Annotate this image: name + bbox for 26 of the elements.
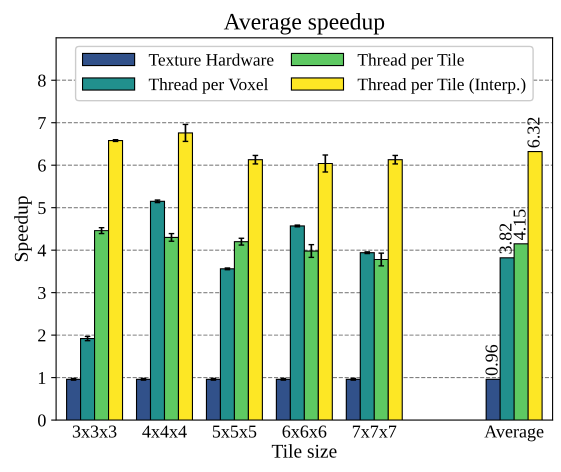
y-tick-label: 3 bbox=[38, 286, 46, 300]
y-tick-label: 4 bbox=[38, 244, 46, 256]
x-tick-label: 5x5x5 bbox=[212, 426, 256, 438]
data-label: 0.96 bbox=[485, 344, 498, 376]
legend-label: Texture Hardware bbox=[148, 53, 274, 66]
x-tick-label: 4x4x4 bbox=[142, 426, 187, 438]
y-tick-label: 0 bbox=[38, 414, 46, 427]
data-label: 6.32 bbox=[527, 118, 540, 148]
x-axis-title: Tile size bbox=[272, 444, 337, 458]
data-label: 3.82 bbox=[499, 224, 512, 254]
y-tick-label: 5 bbox=[38, 202, 46, 214]
y-tick-label: 6 bbox=[38, 160, 46, 172]
x-tick-label: Average bbox=[484, 426, 544, 442]
x-tick-label: 7x7x7 bbox=[352, 426, 396, 438]
y-tick-label: 7 bbox=[38, 117, 46, 129]
x-tick-label: 3x3x3 bbox=[72, 426, 116, 438]
y-tick-label: 2 bbox=[38, 329, 46, 342]
legend-label: Thread per Voxel bbox=[148, 78, 268, 94]
data-label: 4.15 bbox=[514, 210, 526, 240]
y-axis-title: Speedup bbox=[14, 196, 32, 262]
legend-label: Thread per Tile (Interp.) bbox=[358, 78, 526, 94]
y-tick-label: 8 bbox=[38, 74, 46, 87]
legend-label: Thread per Tile bbox=[358, 53, 464, 70]
y-tick-label: 1 bbox=[38, 372, 46, 384]
x-tick-label: 6x6x6 bbox=[282, 426, 326, 438]
chart-title: Average speedup bbox=[224, 13, 384, 35]
